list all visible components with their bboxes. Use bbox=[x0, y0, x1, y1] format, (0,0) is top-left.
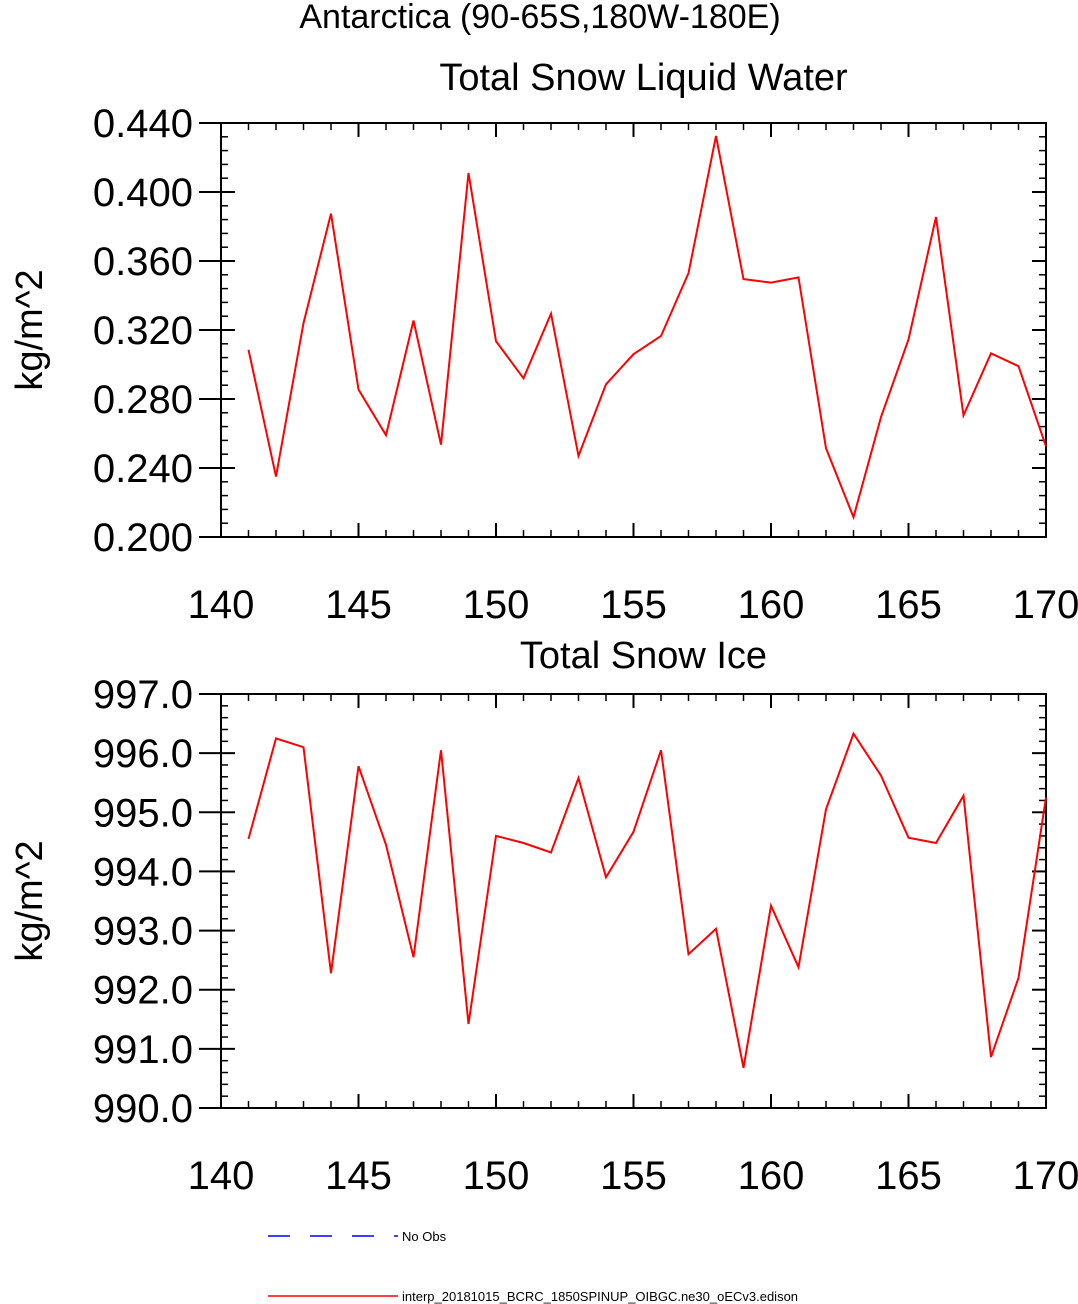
x-tick-label: 160 bbox=[738, 1154, 805, 1198]
y-tick-label: 991.0 bbox=[93, 1028, 193, 1072]
y-tick-label: 0.440 bbox=[93, 102, 193, 146]
y-tick-label: 990.0 bbox=[93, 1087, 193, 1131]
y-tick-label: 995.0 bbox=[93, 791, 193, 835]
series-line bbox=[247, 731, 1047, 1068]
panel-snow-ice: Total Snow Ice 140 145 150 155 160 165 170 990.0… bbox=[9, 635, 1078, 1198]
x-tick-label: 140 bbox=[188, 1154, 255, 1198]
legend-label: interp_20181015_BCRC_1850SPINUP_OIBGC.ne… bbox=[402, 1289, 798, 1304]
legend-label: No Obs bbox=[402, 1229, 447, 1244]
y-tick-label: 997.0 bbox=[93, 673, 193, 717]
x-tick-label: 145 bbox=[325, 1154, 392, 1198]
x-tick-label: 170 bbox=[1013, 1154, 1078, 1198]
x-tick-label: 170 bbox=[1013, 583, 1078, 627]
y-tick-label: 0.320 bbox=[93, 309, 193, 353]
x-tick-label: 140 bbox=[188, 583, 255, 627]
x-tick-label: 150 bbox=[463, 1154, 530, 1198]
y-tick-label: 996.0 bbox=[93, 732, 193, 776]
y-tick-label: 992.0 bbox=[93, 969, 193, 1013]
legend: No Obs interp_20181015_BCRC_1850SPINUP_OI… bbox=[268, 1229, 798, 1304]
y-tick-label: 994.0 bbox=[93, 850, 193, 894]
y-tick-label: 0.200 bbox=[93, 516, 193, 560]
panel-snow-liquid-water: Total Snow Liquid Water 140 145 150 155 160 16… bbox=[9, 57, 1078, 627]
plot-frame bbox=[220, 693, 1047, 1109]
x-tick-label: 165 bbox=[875, 583, 942, 627]
series-line bbox=[247, 135, 1047, 521]
y-tick-label: 0.400 bbox=[93, 171, 193, 215]
x-tick-label: 165 bbox=[875, 1154, 942, 1198]
y-axis-label: kg/m^2 bbox=[9, 840, 51, 961]
x-tick-label: 150 bbox=[463, 583, 530, 627]
chart-title: Total Snow Liquid Water bbox=[439, 57, 848, 99]
y-tick-label: 0.360 bbox=[93, 240, 193, 284]
x-tick-label: 155 bbox=[600, 583, 667, 627]
chart-title: Total Snow Ice bbox=[520, 635, 767, 677]
x-tick-label: 145 bbox=[325, 583, 392, 627]
y-axis-label: kg/m^2 bbox=[9, 269, 51, 390]
y-tick-label: 0.280 bbox=[93, 378, 193, 422]
x-tick-label: 160 bbox=[738, 583, 805, 627]
y-tick-label: 993.0 bbox=[93, 910, 193, 954]
x-tick-label: 155 bbox=[600, 1154, 667, 1198]
plot-frame bbox=[220, 122, 1047, 538]
region-title: Antarctica (90-65S,180W-180E) bbox=[299, 0, 780, 36]
y-tick-label: 0.240 bbox=[93, 447, 193, 491]
